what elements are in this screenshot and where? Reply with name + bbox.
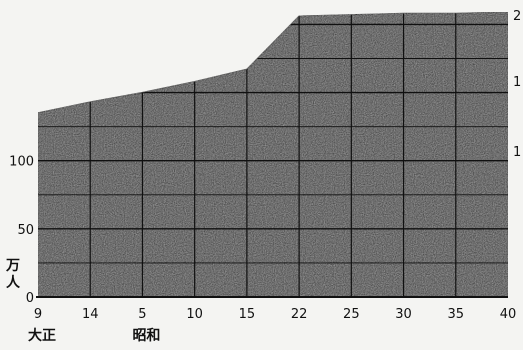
unit-label: 人 [6, 274, 21, 291]
x-tick-label: 35 [448, 307, 465, 322]
x-tick-label: 5 [138, 307, 146, 322]
x-tick-label: 25 [343, 307, 360, 322]
era-label: 昭和 [132, 328, 160, 344]
era-label: 大正 [28, 327, 56, 344]
y-tick-label: 50 [17, 223, 34, 238]
x-tick-label: 22 [291, 307, 308, 322]
right-tick-label: 1 [513, 145, 521, 160]
x-tick-label: 40 [500, 307, 517, 322]
x-tick-label: 15 [239, 307, 256, 322]
unit-label: 万 [5, 258, 20, 274]
right-tick-label: 2 [513, 9, 521, 24]
area-fill [37, 11, 509, 298]
right-tick-label: 1 [513, 75, 521, 90]
y-tick-label: 0 [26, 291, 34, 306]
x-tick-label: 10 [186, 307, 203, 322]
x-tick-label: 30 [395, 307, 412, 322]
x-tick-label: 14 [82, 307, 99, 322]
y-tick-label: 100 [9, 155, 34, 170]
x-tick-label: 9 [34, 307, 42, 322]
grid [38, 12, 508, 297]
